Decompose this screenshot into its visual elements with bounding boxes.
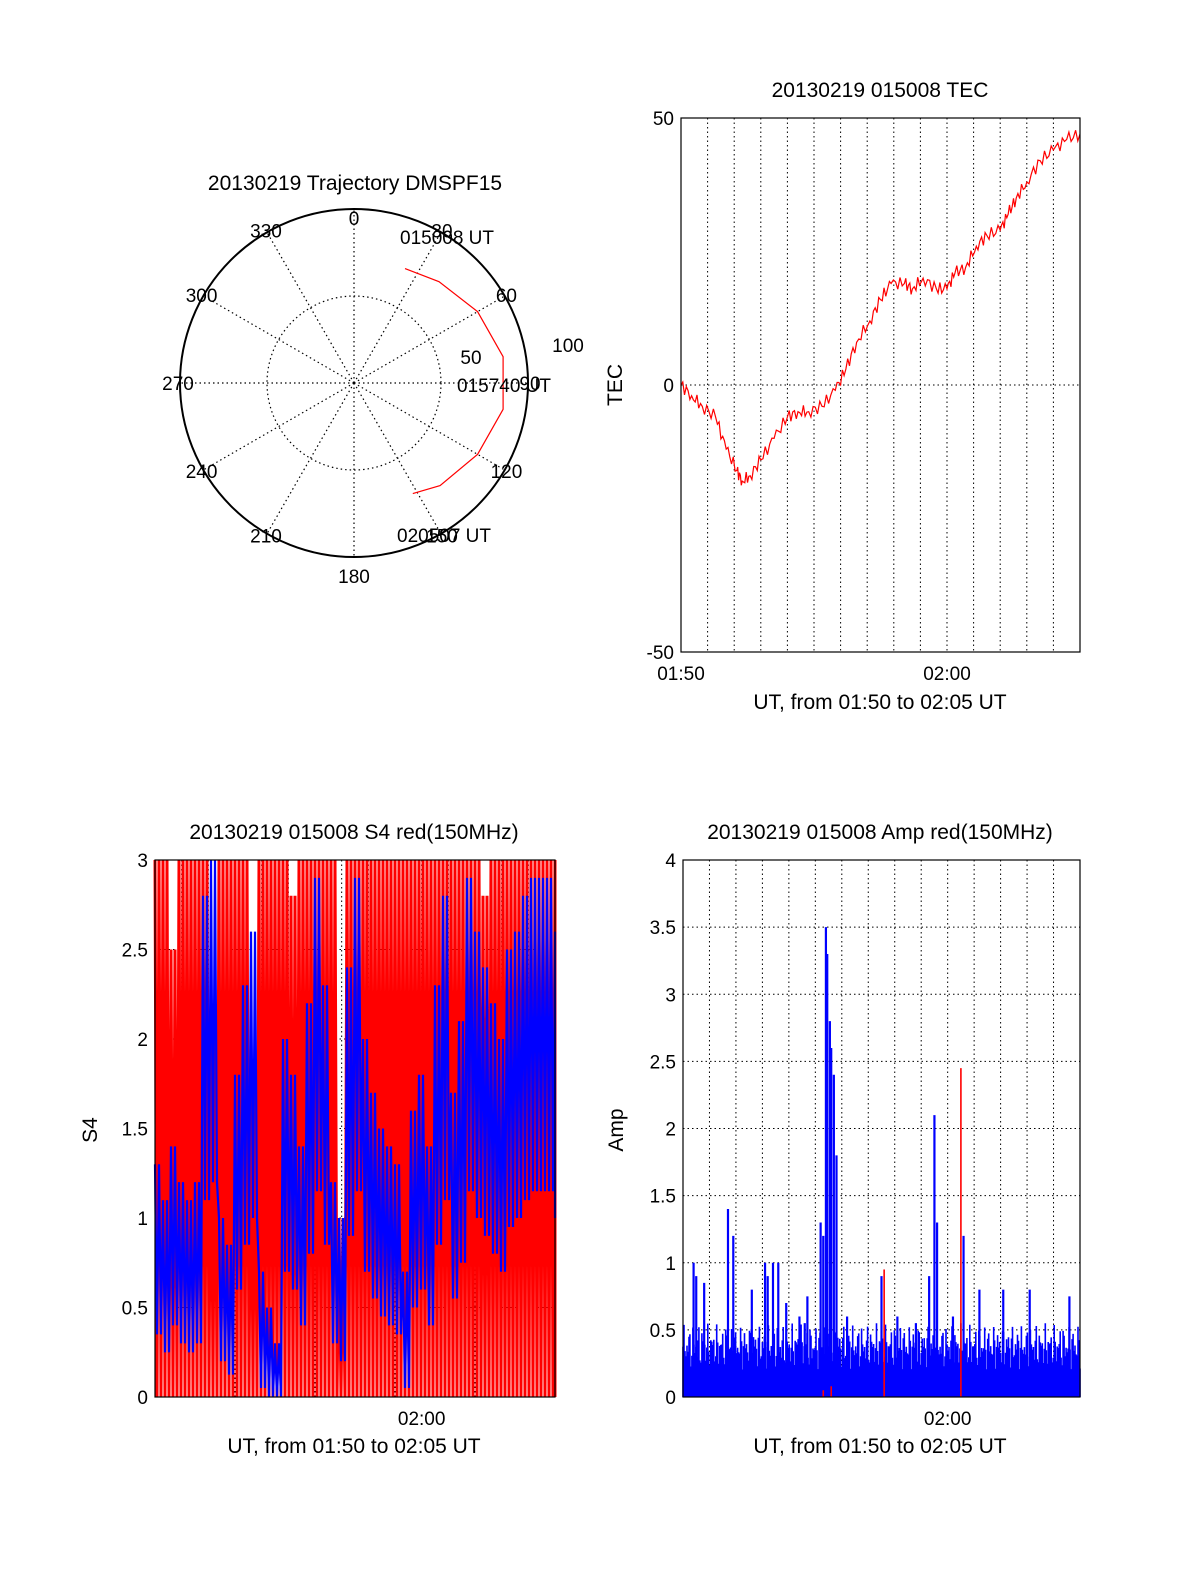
amp-y-tick-label: 4 (665, 851, 676, 872)
trajectory-series (404, 268, 504, 495)
s4-y-tick-label: 1 (137, 1209, 148, 1230)
polar-azimuth-label: 0 (349, 209, 360, 230)
polar-azimuth-label: 60 (496, 286, 517, 307)
polar-grid (179, 208, 529, 558)
polar-azimuth-label: 150 (426, 526, 458, 547)
amp-plot-frame (682, 859, 1081, 1398)
polar-spoke (203, 382, 355, 471)
amp-y-tick-label: 2 (665, 1120, 676, 1141)
s4-y-axis-label: S4 (79, 1117, 102, 1143)
trajectory-title: 20130219 Trajectory DMSPF15 (208, 172, 502, 195)
tec-x-tick-label: 01:50 (657, 664, 705, 685)
polar-azimuth-labels: 0 30 60 90 120 150 180 210 240 270 300 330 (162, 209, 540, 588)
polar-azimuth-label: 30 (431, 222, 452, 243)
polar-azimuth-label: 120 (491, 462, 523, 483)
polar-spoke (203, 295, 355, 384)
polar-radius-label: 50 (460, 348, 481, 369)
polar-azimuth-label: 300 (186, 286, 218, 307)
s4-title: 20130219 015008 S4 red(150MHz) (189, 821, 518, 844)
trajectory-line (404, 268, 504, 495)
amp-title: 20130219 015008 Amp red(150MHz) (707, 821, 1053, 844)
amp-y-axis-label: Amp (605, 1108, 628, 1151)
s4-x-axis-label: UT, from 01:50 to 02:05 UT (227, 1435, 480, 1458)
amp-x-tick-label: 02:00 (924, 1409, 972, 1430)
s4-series (153, 859, 557, 1398)
tec-y-tick-label: 50 (653, 109, 674, 130)
polar-spoke (266, 232, 355, 384)
tec-x-axis-label: UT, from 01:50 to 02:05 UT (753, 691, 1006, 714)
amp-line-chart: 20130219 015008 Amp red(150MHz) 0 0.5 1 1.5… (605, 821, 1081, 1458)
amp-x-axis-label: UT, from 01:50 to 02:05 UT (753, 1435, 1006, 1458)
trajectory-end-annotation: 020507 UT (397, 526, 491, 547)
tec-y-axis-label: TEC (604, 364, 627, 406)
polar-azimuth-label: 270 (162, 374, 194, 395)
tec-y-tick-label: -50 (647, 643, 674, 664)
polar-azimuth-label: 180 (338, 567, 370, 588)
amp-y-tick-label: 3 (665, 985, 676, 1006)
tec-grid (681, 118, 1080, 652)
s4-plot-frame (154, 859, 556, 1398)
polar-azimuth-label: 90 (519, 374, 540, 395)
polar-spoke (353, 382, 505, 471)
amp-y-tick-label: 1.5 (650, 1187, 676, 1208)
trajectory-polar-plot: 20130219 Trajectory DMSPF15 0 30 60 90 120 15… (162, 172, 584, 588)
tec-line-chart: 20130219 015008 TEC -50 0 50 01:50 02:00 UT… (604, 79, 1081, 714)
s4-y-tick-label: 0 (137, 1388, 148, 1409)
tec-series (680, 129, 1081, 486)
amp-y-tick-label: 2.5 (650, 1052, 676, 1073)
amp-y-tick-label: 3.5 (650, 918, 676, 939)
tec-y-tick-labels: -50 0 50 (647, 109, 674, 664)
s4-y-tick-label: 0.5 (122, 1299, 148, 1320)
s4-y-tick-label: 2 (137, 1030, 148, 1051)
tec-x-tick-label: 02:00 (923, 664, 971, 685)
amp-y-tick-label: 0 (665, 1388, 676, 1409)
s4-y-tick-labels: 0 0.5 1 1.5 2 2.5 3 (122, 851, 148, 1409)
trajectory-start-annotation: 015008 UT (400, 228, 494, 249)
polar-spoke (353, 295, 505, 384)
s4-y-tick-label: 2.5 (122, 941, 148, 962)
polar-azimuth-label: 210 (250, 526, 282, 547)
polar-outer-circle (179, 208, 529, 558)
s4-x-tick-label: 02:00 (398, 1409, 446, 1430)
amp-y-tick-label: 0.5 (650, 1321, 676, 1342)
trajectory-mid-annotation: 015740 UT (457, 376, 551, 397)
s4-y-tick-label: 1.5 (122, 1120, 148, 1141)
polar-azimuth-label: 240 (186, 462, 218, 483)
amp-y-tick-label: 1 (665, 1254, 676, 1275)
tec-title: 20130219 015008 TEC (772, 79, 989, 102)
polar-spoke (266, 382, 355, 534)
tec-plot-frame (680, 117, 1081, 653)
polar-radius-label: 100 (552, 336, 584, 357)
polar-spoke (353, 382, 442, 534)
tec-line (680, 129, 1081, 486)
s4-line-chart: 20130219 015008 S4 red(150MHz) 0 0.5 1 1.5 2… (79, 821, 557, 1458)
polar-radius-labels: 50 100 (460, 336, 583, 369)
amp-y-tick-labels: 0 0.5 1 1.5 2 2.5 3 3.5 4 (650, 851, 677, 1409)
s4-x-tick-labels: 02:00 (398, 1409, 446, 1430)
polar-spoke (353, 232, 442, 384)
s4-y-tick-label: 3 (137, 851, 148, 872)
tec-x-tick-labels: 01:50 02:00 (657, 664, 971, 685)
amp-x-tick-labels: 02:00 (924, 1409, 972, 1430)
tec-y-tick-label: 0 (663, 376, 674, 397)
s4-blue-line (153, 859, 557, 1398)
polar-azimuth-label: 330 (250, 222, 282, 243)
